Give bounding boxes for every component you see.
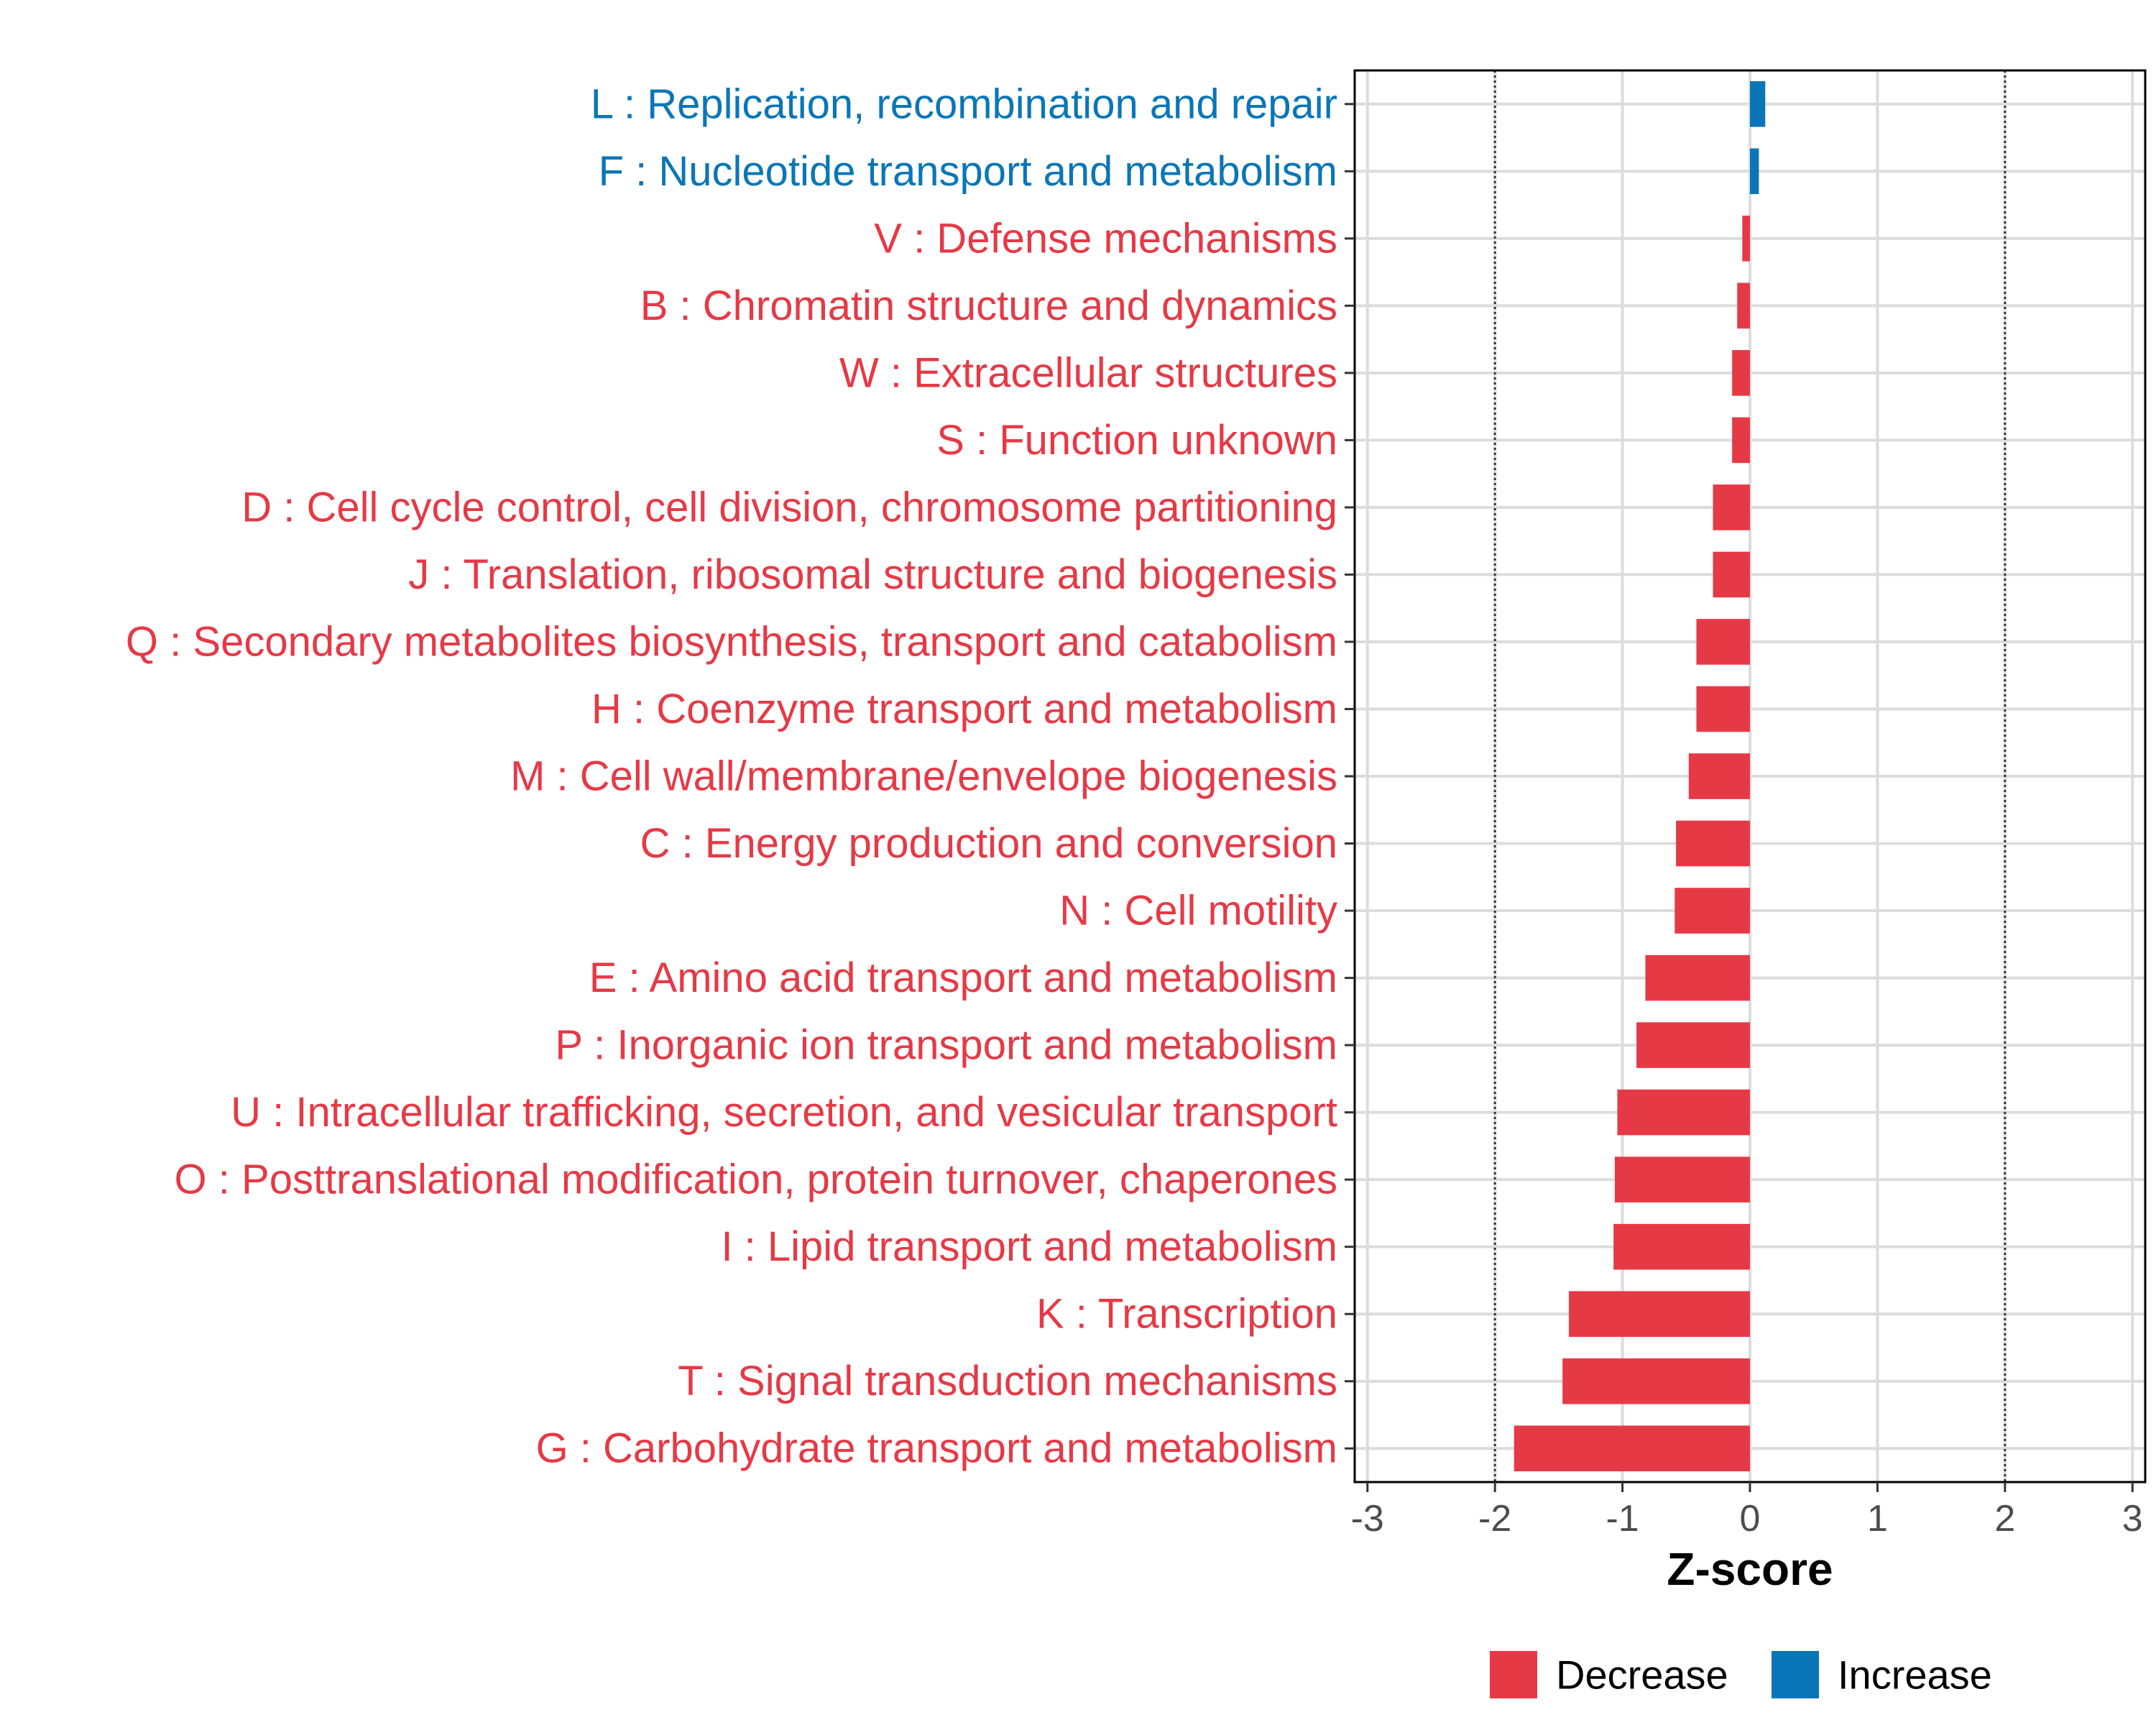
category-label: S : Function unknown [936, 417, 1337, 464]
category-label: O : Posttranslational modification, prot… [175, 1156, 1337, 1203]
category-label: H : Coenzyme transport and metabolism [591, 686, 1337, 732]
x-tick-label: 1 [1867, 1498, 1888, 1540]
x-tick-label: -3 [1351, 1498, 1384, 1540]
category-label: W : Extracellular structures [839, 349, 1337, 396]
category-label: V : Defense mechanisms [874, 215, 1337, 262]
category-label: C : Energy production and conversion [640, 820, 1337, 867]
bar [1569, 1291, 1750, 1337]
bar [1750, 148, 1759, 195]
category-label: T : Signal transduction mechanisms [678, 1358, 1337, 1404]
category-label: G : Carbohydrate transport and metabolis… [536, 1425, 1337, 1472]
bar [1742, 216, 1750, 262]
bar [1562, 1358, 1750, 1404]
bar [1674, 888, 1750, 934]
reference-lines [1493, 70, 2007, 1482]
bar [1636, 1022, 1750, 1068]
category-labels: L : Replication, recombination and repai… [126, 80, 1337, 1471]
category-label: M : Cell wall/membrane/envelope biogenes… [510, 753, 1337, 800]
category-label: U : Intracellular trafficking, secretion… [231, 1089, 1337, 1136]
bar [1645, 954, 1750, 1001]
bar [1732, 417, 1750, 464]
bar [1514, 1425, 1750, 1472]
bar [1696, 686, 1750, 732]
x-tick-label: -1 [1606, 1498, 1639, 1540]
bar [1617, 1089, 1750, 1136]
bar [1614, 1156, 1750, 1202]
category-label: B : Chromatin structure and dynamics [640, 282, 1337, 329]
category-label: L : Replication, recombination and repai… [591, 80, 1337, 127]
legend-swatch-decrease [1490, 1651, 1537, 1698]
y-axis-ticks [1345, 103, 1355, 1450]
legend-swatch-increase [1772, 1651, 1819, 1698]
bar [1732, 350, 1750, 396]
category-label: P : Inorganic ion transport and metaboli… [555, 1022, 1337, 1069]
legend-label-increase: Increase [1838, 1652, 1992, 1698]
category-label: J : Translation, ribosomal structure and… [408, 551, 1337, 598]
bar [1688, 753, 1750, 799]
legend: Decrease Increase [1490, 1651, 1992, 1698]
bars [1514, 80, 1766, 1472]
x-tick-label: 0 [1740, 1498, 1761, 1540]
bar [1696, 619, 1750, 665]
category-label: D : Cell cycle control, cell division, c… [241, 484, 1337, 530]
bar [1676, 820, 1750, 867]
x-tick-label: 3 [2122, 1498, 2143, 1540]
bar [1737, 282, 1750, 329]
category-label: F : Nucleotide transport and metabolism [599, 148, 1337, 195]
bar [1613, 1223, 1750, 1270]
category-label: I : Lipid transport and metabolism [721, 1223, 1337, 1270]
x-tick-label: -2 [1478, 1498, 1511, 1540]
legend-label-decrease: Decrease [1556, 1652, 1728, 1698]
category-label: N : Cell motility [1059, 888, 1337, 934]
x-axis-ticks: -3 -2 -1 0 1 2 3 [1351, 1482, 2143, 1540]
bar [1713, 551, 1750, 598]
category-label: Q : Secondary metabolites biosynthesis, … [126, 618, 1337, 665]
category-label: K : Transcription [1036, 1291, 1337, 1338]
bar [1750, 80, 1766, 127]
bar [1713, 484, 1750, 530]
category-label: E : Amino acid transport and metabolism [589, 954, 1337, 1001]
x-tick-label: 2 [1994, 1498, 2015, 1540]
x-axis-title: Z-score [1667, 1543, 1833, 1595]
